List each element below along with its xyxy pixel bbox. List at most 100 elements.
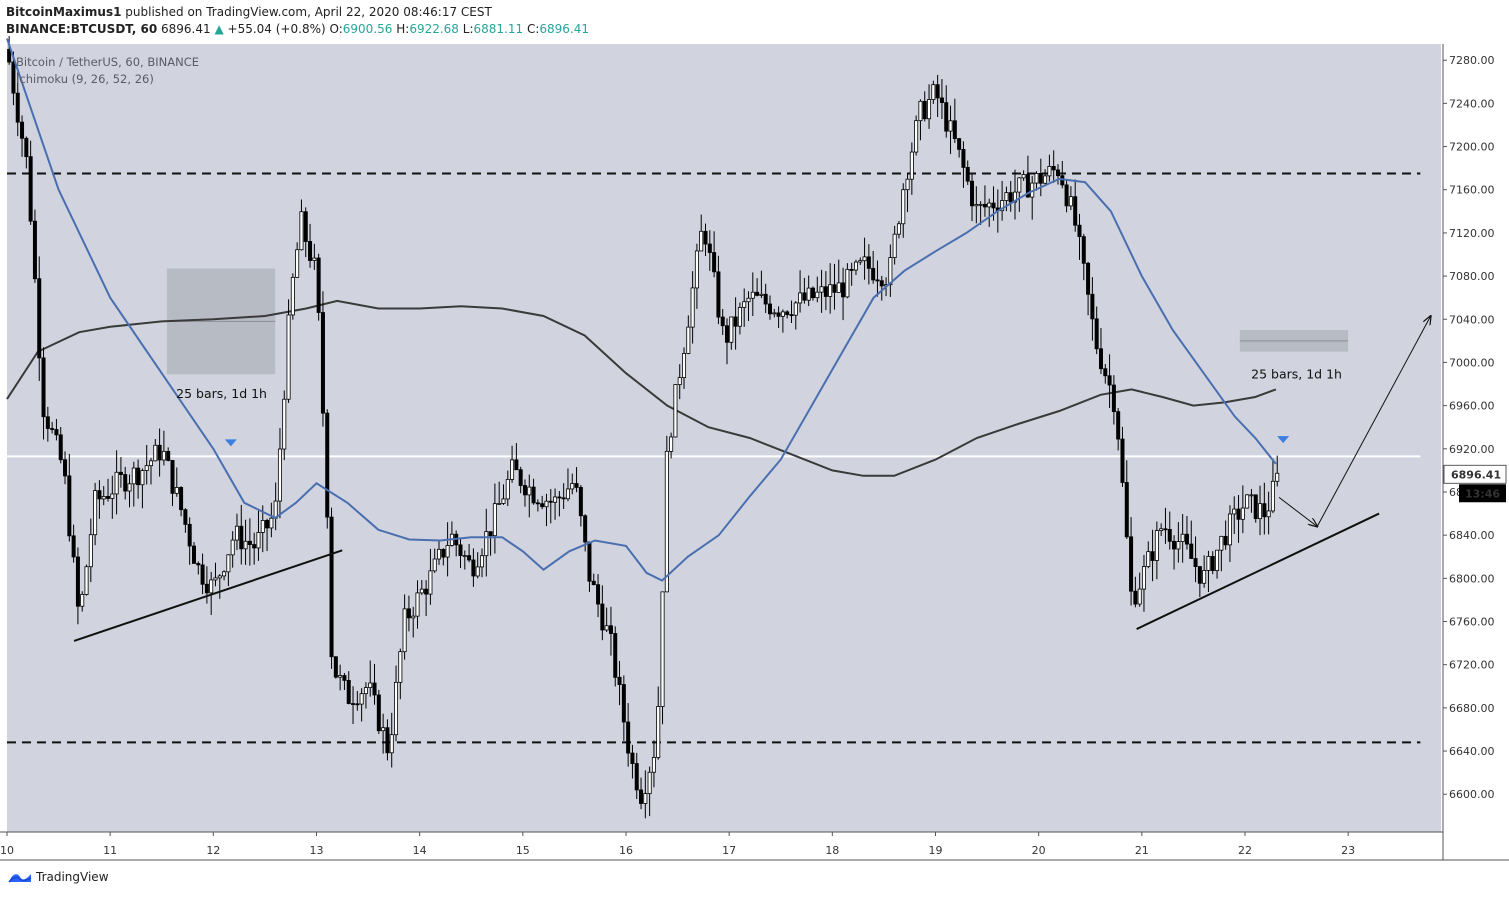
candle-body	[97, 490, 102, 500]
trendlines[interactable]	[73, 316, 1431, 642]
candle	[243, 519, 248, 565]
candle	[471, 548, 476, 587]
candle	[944, 85, 949, 138]
price-axis[interactable]: 6600.00 6640.00 6680.00 6720.00 6760.00 6800.…	[1442, 44, 1509, 860]
candle-body	[514, 459, 519, 471]
candle-body	[402, 608, 407, 653]
candle	[664, 435, 669, 593]
candle	[1146, 541, 1151, 569]
candle-body	[613, 633, 618, 678]
candle-body	[265, 520, 270, 529]
candle	[1240, 485, 1245, 534]
base-line-layer	[6, 299, 1277, 477]
candle-body	[475, 566, 480, 577]
candle-body	[918, 100, 923, 122]
ohlc-bar: BINANCE:BTCUSDT, 60 6896.41 ▲ +55.04 (+0…	[6, 21, 589, 37]
candle-body	[570, 483, 575, 490]
candle	[351, 686, 356, 725]
candle-body	[1025, 174, 1030, 198]
candle-body	[574, 483, 579, 488]
candle-body	[875, 279, 880, 282]
candle	[1270, 458, 1275, 514]
candle	[277, 428, 282, 519]
candle	[578, 484, 583, 527]
candle-body	[1258, 503, 1263, 520]
candle-body	[1137, 588, 1142, 605]
candle-body	[75, 556, 80, 607]
candle	[308, 223, 313, 268]
candle	[634, 752, 639, 799]
candle-body	[63, 459, 68, 477]
candle-body	[961, 148, 966, 168]
candle	[548, 488, 553, 524]
candle-body	[1180, 533, 1185, 542]
candle	[806, 275, 811, 307]
candle	[303, 207, 308, 258]
candle-body	[428, 570, 433, 595]
candle	[987, 198, 992, 227]
candle-body	[896, 223, 901, 235]
candle	[467, 543, 472, 563]
candle-body	[686, 326, 691, 354]
candle	[479, 548, 484, 578]
candle-body	[41, 357, 46, 418]
candle-body	[88, 534, 93, 568]
candle-body	[394, 681, 399, 736]
chart-legend[interactable]: Bitcoin / TetherUS, 60, BINANCE Ichimoku…	[16, 54, 199, 88]
candle	[385, 719, 390, 761]
candle-body	[914, 120, 919, 153]
high-label: H:	[396, 22, 410, 36]
candle	[793, 301, 798, 330]
candle	[1111, 375, 1116, 425]
candle	[935, 74, 940, 117]
candle-body	[802, 292, 807, 301]
footer-brand[interactable]: TradingView	[8, 870, 109, 884]
candle-body	[84, 566, 89, 595]
candle	[484, 508, 489, 577]
candle	[660, 591, 665, 725]
candle-body	[1068, 196, 1073, 207]
candle-body	[978, 203, 983, 206]
candle	[419, 580, 424, 595]
candle	[1120, 426, 1125, 487]
candle	[183, 508, 188, 533]
candle-body	[901, 189, 906, 225]
candle	[673, 384, 678, 438]
candle-body	[626, 721, 631, 754]
candle-body	[303, 211, 308, 242]
candle	[179, 486, 184, 517]
candle	[957, 138, 962, 158]
projection-arrow	[1316, 316, 1430, 527]
time-axis[interactable]: 10 11 12 13 14 15 16 17 18 19 20 21 22 23	[0, 831, 1509, 861]
candle	[1184, 515, 1189, 550]
time-tick-label: 19	[928, 844, 942, 857]
candle	[669, 432, 674, 459]
candle-body	[1189, 543, 1194, 559]
candle-body	[1116, 411, 1121, 440]
price-tick-label: 7160.00	[1449, 184, 1495, 197]
candle-body	[888, 257, 893, 286]
candle	[406, 595, 411, 632]
author-name[interactable]: BitcoinMaximus1	[6, 5, 122, 19]
support-trendline	[1136, 512, 1380, 630]
candle-body	[462, 555, 467, 558]
candle	[1064, 179, 1069, 213]
candle-body	[643, 793, 648, 804]
candle-body	[1219, 535, 1224, 551]
candle-body	[639, 789, 644, 804]
indicator-label[interactable]: Ichimoku (9, 26, 52, 26)	[16, 72, 154, 86]
candle	[686, 315, 691, 355]
candle	[656, 686, 661, 760]
symbol-label[interactable]: BINANCE:BTCUSDT, 60	[6, 22, 158, 36]
projection-arrow	[1278, 496, 1317, 526]
candle	[1098, 328, 1103, 375]
candle-body	[600, 603, 605, 631]
candle-body	[1223, 535, 1228, 546]
candle	[819, 269, 824, 313]
candle-body	[467, 555, 472, 561]
candle-body	[957, 138, 962, 150]
candle-body	[471, 559, 476, 577]
time-tick-label: 20	[1032, 844, 1046, 857]
candle-body	[763, 293, 768, 305]
